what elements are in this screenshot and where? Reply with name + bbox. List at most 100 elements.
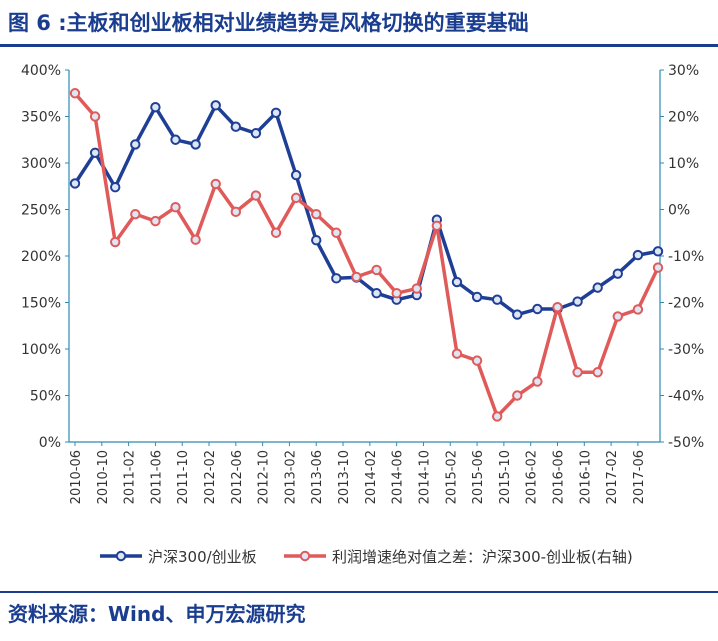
- series-1-point: [592, 282, 603, 293]
- legend-label-1: 沪深300/创业板: [148, 548, 257, 566]
- series-line-2: [73, 92, 660, 419]
- x-tick-label: 2014-02: [364, 450, 379, 504]
- series-2-point: [150, 215, 161, 227]
- series-1-point: [572, 296, 583, 307]
- y-right-tick-label: 0%: [668, 203, 690, 219]
- y-left-tick-label: 200%: [21, 249, 61, 265]
- series-1-point: [471, 291, 483, 303]
- series-2-point: [351, 271, 362, 283]
- x-tick-label: 2010-06: [69, 450, 84, 504]
- series-2-point: [250, 190, 262, 201]
- y-right-tick-label: -20%: [668, 296, 704, 312]
- series-2-point: [552, 301, 563, 313]
- source-rule: [0, 591, 718, 593]
- series-1-point: [451, 276, 463, 288]
- x-tick-label: 2010-10: [96, 450, 111, 504]
- series-1-point: [311, 234, 322, 246]
- x-tick-label: 2015-06: [471, 450, 486, 504]
- series-2-point: [532, 376, 543, 387]
- x-tick-label: 2012-10: [257, 450, 272, 504]
- y-right-tick-label: -40%: [668, 389, 704, 405]
- series-1-point: [110, 181, 121, 193]
- series-2-point: [170, 201, 181, 213]
- series-1-point: [491, 294, 503, 305]
- x-tick-label: 2011-10: [176, 450, 191, 504]
- series-1-point: [270, 107, 282, 118]
- legend-label-2: 利润增速绝对值之差：沪深300-创业板(右轴): [332, 548, 633, 566]
- series-2-point: [411, 283, 422, 294]
- y-right-tick-label: 10%: [668, 156, 699, 172]
- y-right-tick-label: -50%: [668, 435, 704, 451]
- x-tick-label: 2013-10: [337, 450, 352, 504]
- x-tick-label: 2016-06: [551, 450, 566, 504]
- series-1-point: [632, 249, 644, 261]
- series-2-point: [371, 264, 382, 276]
- x-tick-label: 2016-02: [525, 450, 540, 504]
- series-2-point: [270, 227, 282, 238]
- series-2-point: [512, 390, 523, 401]
- y-left-tick-label: 0%: [39, 435, 61, 451]
- y-right-tick-label: -30%: [668, 342, 704, 358]
- y-left-tick-label: 300%: [21, 156, 61, 172]
- series-1-point: [250, 128, 262, 139]
- series-2-point: [190, 234, 201, 245]
- series-1-point: [89, 147, 101, 158]
- series-2-point: [210, 178, 221, 190]
- series-2-point: [592, 367, 603, 378]
- series-1-point: [69, 178, 81, 189]
- legend-marker-1: [115, 550, 127, 562]
- y-left-tick-label: 400%: [21, 63, 61, 79]
- source-note: 资料来源：Wind、申万宏源研究: [8, 602, 306, 626]
- series-2-point: [69, 88, 81, 99]
- series-2-point: [612, 311, 623, 322]
- x-tick-label: 2011-02: [123, 450, 138, 504]
- y-right-tick-label: 30%: [668, 63, 699, 79]
- x-tick-label: 2014-10: [417, 450, 432, 504]
- y-left-tick-label: 150%: [21, 296, 61, 312]
- series-1-point: [210, 100, 221, 111]
- y-left-tick-label: 100%: [21, 342, 61, 358]
- series-2-point: [290, 192, 302, 204]
- series-1-point: [612, 268, 623, 279]
- series-1-point: [190, 139, 201, 150]
- x-tick-label: 2011-06: [149, 450, 164, 504]
- series-2-point: [451, 348, 463, 359]
- x-tick-label: 2015-10: [498, 450, 513, 504]
- series-2-point: [391, 288, 402, 299]
- title-rule: [0, 44, 718, 47]
- legend-marker-2: [299, 550, 311, 562]
- x-tick-label: 2017-02: [605, 450, 620, 504]
- series-line-1: [73, 103, 659, 317]
- x-tick-label: 2017-06: [632, 450, 647, 504]
- series-1-point: [290, 169, 302, 181]
- series-2-point: [652, 262, 664, 273]
- x-tick-label: 2015-02: [444, 450, 459, 504]
- series-2-point: [632, 304, 644, 315]
- series-1-point: [230, 121, 242, 132]
- y-right-tick-label: 20%: [668, 110, 699, 126]
- series-2-point: [491, 411, 503, 422]
- x-tick-label: 2012-02: [203, 450, 218, 504]
- series-1-point: [532, 303, 543, 315]
- series-1-point: [652, 246, 664, 257]
- x-tick-label: 2014-06: [391, 450, 406, 504]
- series-1-point: [130, 139, 141, 150]
- y-left-tick-label: 50%: [30, 389, 61, 405]
- x-tick-label: 2013-02: [283, 450, 298, 504]
- series-2-point: [471, 355, 483, 366]
- series-2-point: [130, 208, 141, 220]
- series-1-point: [512, 309, 523, 320]
- x-tick-label: 2013-06: [310, 450, 325, 504]
- series-2-point: [331, 227, 342, 238]
- series-2-point: [110, 236, 121, 248]
- series-2-point: [311, 208, 322, 220]
- x-tick-label: 2012-06: [230, 450, 245, 504]
- y-right-tick-label: -10%: [668, 249, 704, 265]
- series-2-point: [89, 111, 101, 122]
- figure-title: 图 6 :主板和创业板相对业绩趋势是风格切换的重要基础: [8, 11, 529, 35]
- series-1-point: [371, 288, 382, 299]
- series-1-point: [170, 134, 181, 145]
- series-1-point: [331, 273, 342, 284]
